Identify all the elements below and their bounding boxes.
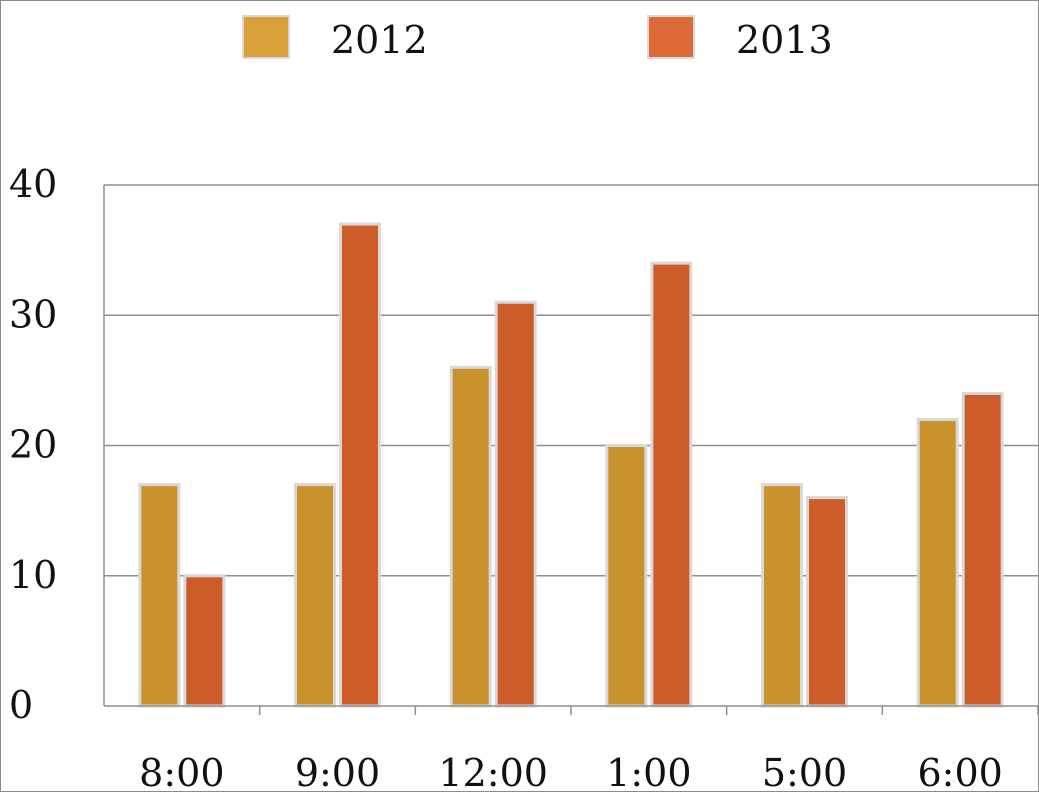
bar-2013-100 [650,261,693,708]
legend-swatch-2012 [242,15,290,59]
bar-2012-900 [294,483,336,708]
x-tick-label: 9:00 [295,751,380,793]
x-tick-label: 5:00 [762,751,847,793]
x-tick-labels: 8:00 9:00 12:00 1:00 5:00 6:00 [139,751,1003,793]
bar-2012-100 [605,444,648,708]
legend-label-2013: 2013 [736,18,833,62]
bars [138,222,1004,708]
y-tick-label: 30 [9,292,57,336]
y-tick-label: 0 [9,683,33,727]
gridlines [104,184,1038,577]
bar-2012-1200 [449,365,492,708]
legend: 2012 2013 [242,15,833,62]
bar-2013-800 [183,574,226,708]
y-tick-label: 20 [9,423,57,467]
bar-2013-500 [806,496,848,708]
bar-2012-500 [761,483,803,708]
y-tick-label: 40 [9,162,57,206]
axes [103,185,1039,715]
bar-2012-800 [138,483,181,708]
y-tick-labels: 0 10 20 30 40 [9,162,57,727]
legend-label-2012: 2012 [331,18,428,62]
bar-2012-600 [916,417,959,708]
bar-2013-600 [961,391,1004,708]
x-tick-label: 6:00 [917,751,1002,793]
legend-swatch-2013 [647,15,695,59]
bar-2013-900 [339,222,381,708]
x-tick-label: 8:00 [139,751,224,793]
x-tick-label: 12:00 [438,751,548,793]
bar-2013-1200 [494,300,537,708]
x-tick-label: 1:00 [606,751,691,793]
y-tick-label: 10 [9,553,57,597]
